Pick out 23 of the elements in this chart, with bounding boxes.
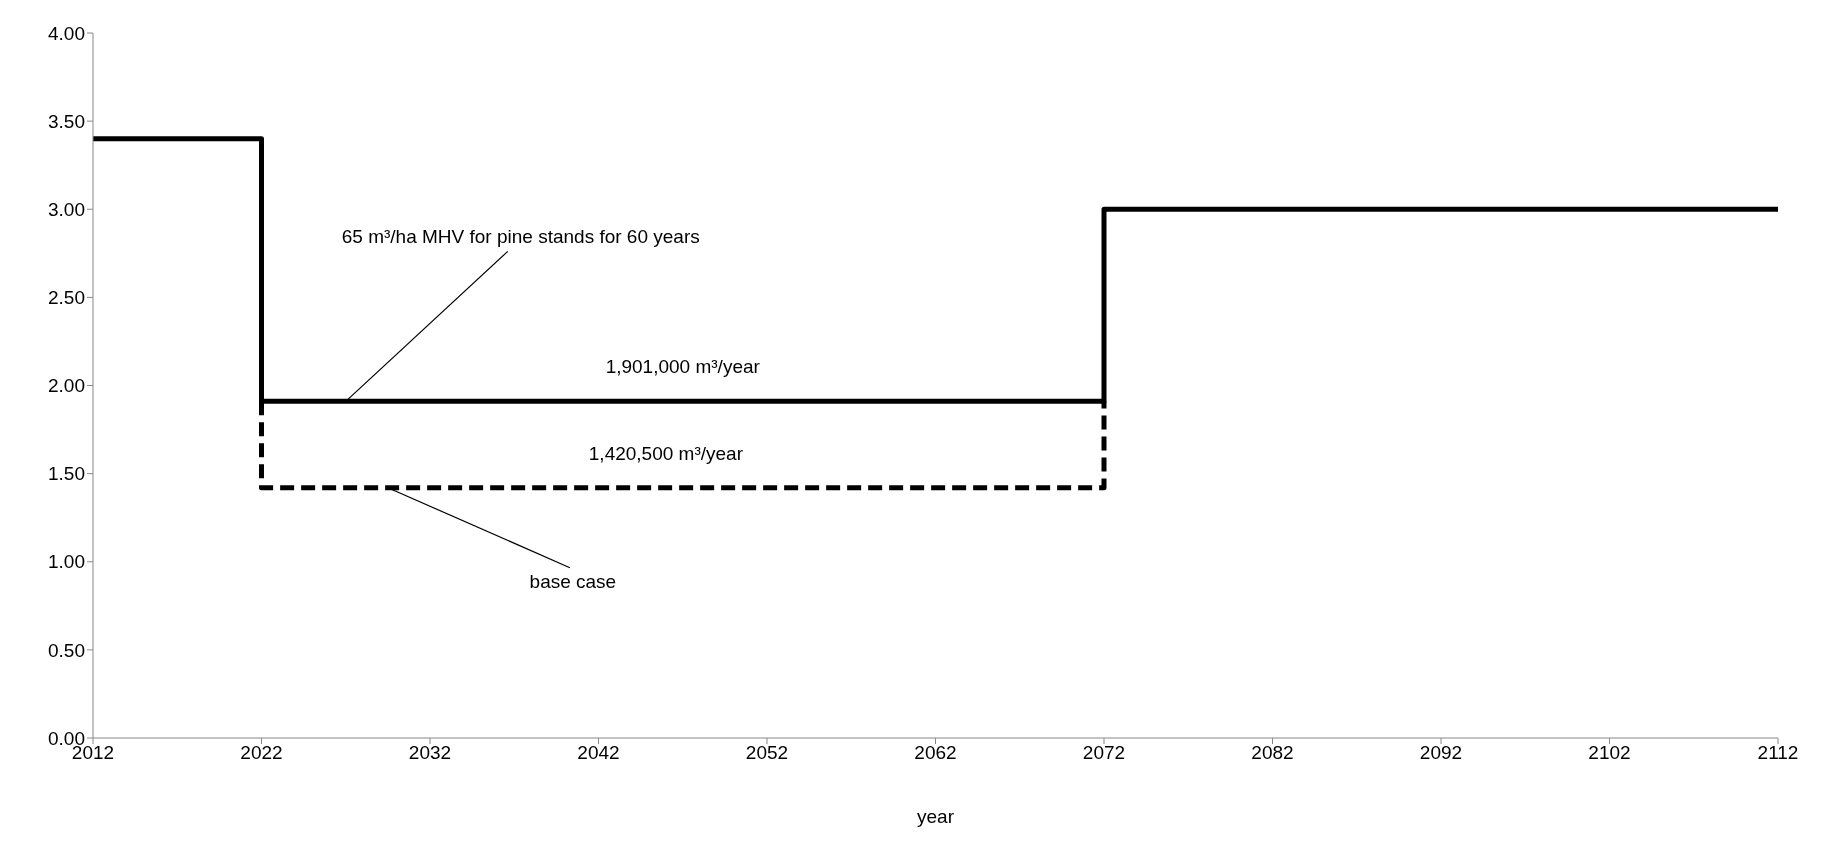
x-tick-label: 2092 xyxy=(1419,742,1463,764)
x-tick-label: 2102 xyxy=(1588,742,1631,764)
x-tick-label: 2062 xyxy=(914,742,957,764)
x-tick-label: 2112 xyxy=(1757,742,1799,764)
x-tick-label: 2082 xyxy=(1251,742,1294,764)
annotation: 1,420,500 m³/year xyxy=(588,442,744,464)
annotation: 65 m³/ha MHV for pine stands for 60 years xyxy=(341,226,700,248)
annotation: 1,901,000 m³/year xyxy=(605,356,761,378)
x-tick-label: 2032 xyxy=(408,742,452,764)
annotation: base case xyxy=(529,570,617,592)
x-tick-label: 2022 xyxy=(240,742,283,764)
y-tick-label: 1.00 xyxy=(48,551,85,573)
y-tick-label: 3.50 xyxy=(48,110,85,132)
y-tick-label: 2.50 xyxy=(48,287,85,309)
y-tick-label: 1.50 xyxy=(48,463,85,485)
x-tick-label: 2052 xyxy=(745,742,789,764)
y-tick-label: 2.00 xyxy=(48,375,85,397)
y-tick-label: 0.50 xyxy=(48,639,85,661)
y-tick-label: 4.00 xyxy=(48,22,85,44)
x-tick-label: 2072 xyxy=(1082,742,1126,764)
y-tick-label: 3.00 xyxy=(48,198,85,220)
x-tick-label: 2042 xyxy=(577,742,620,764)
x-axis-title: year xyxy=(917,806,955,827)
